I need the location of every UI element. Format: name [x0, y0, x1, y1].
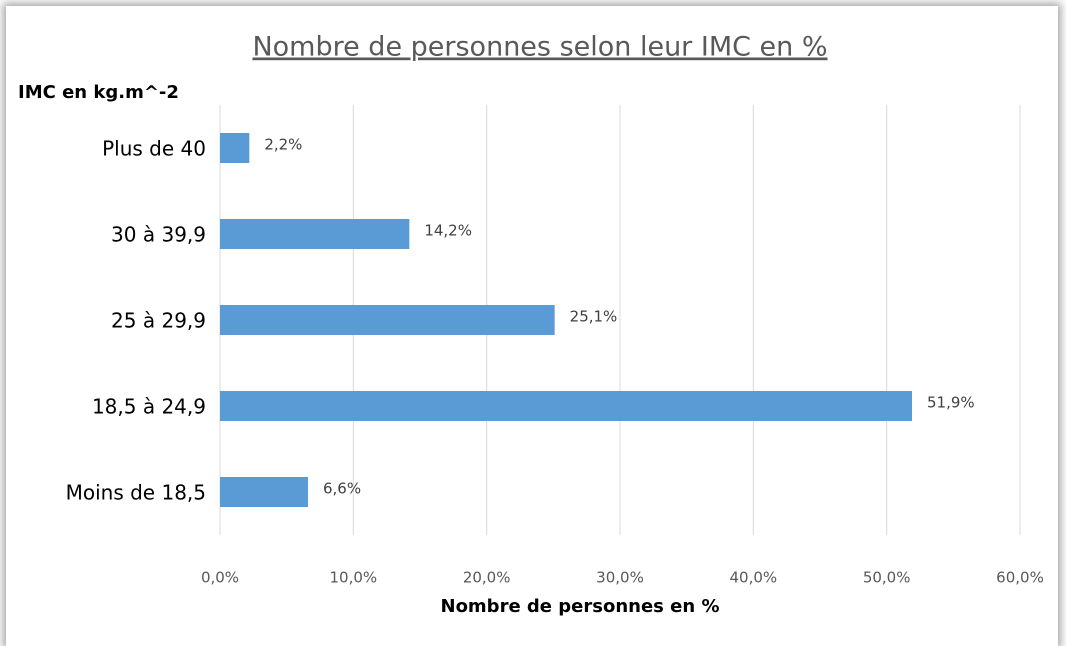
- value-label: 14,2%: [424, 222, 472, 240]
- y-axis-title: IMC en kg.m^-2: [18, 82, 179, 103]
- bar: [220, 391, 912, 421]
- x-axis-title: Nombre de personnes en %: [441, 596, 720, 617]
- bar: [220, 305, 555, 335]
- chart: Nombre de personnes selon leur IMC en % …: [18, 32, 1044, 618]
- x-tick-label: 60,0%: [996, 569, 1044, 587]
- x-tick-label: 0,0%: [201, 569, 239, 587]
- x-tick-label: 30,0%: [596, 569, 644, 587]
- value-label: 25,1%: [570, 308, 618, 326]
- bar: [220, 219, 410, 249]
- y-tick-label: Plus de 40: [102, 137, 206, 161]
- chart-title: Nombre de personnes selon leur IMC en %: [252, 32, 827, 63]
- y-tick-label: 30 à 39,9: [111, 223, 206, 247]
- value-label: 2,2%: [264, 136, 302, 154]
- bar: [220, 477, 308, 507]
- x-tick-label: 50,0%: [863, 569, 911, 587]
- y-tick-label: 18,5 à 24,9: [92, 395, 206, 419]
- x-tick-label: 10,0%: [330, 569, 378, 587]
- value-label: 6,6%: [323, 480, 361, 498]
- x-tick-label: 40,0%: [730, 569, 778, 587]
- y-tick-label: Moins de 18,5: [66, 481, 206, 505]
- x-tick-label: 20,0%: [463, 569, 511, 587]
- value-label: 51,9%: [927, 394, 975, 412]
- bar: [220, 133, 250, 163]
- y-tick-label: 25 à 29,9: [111, 309, 206, 333]
